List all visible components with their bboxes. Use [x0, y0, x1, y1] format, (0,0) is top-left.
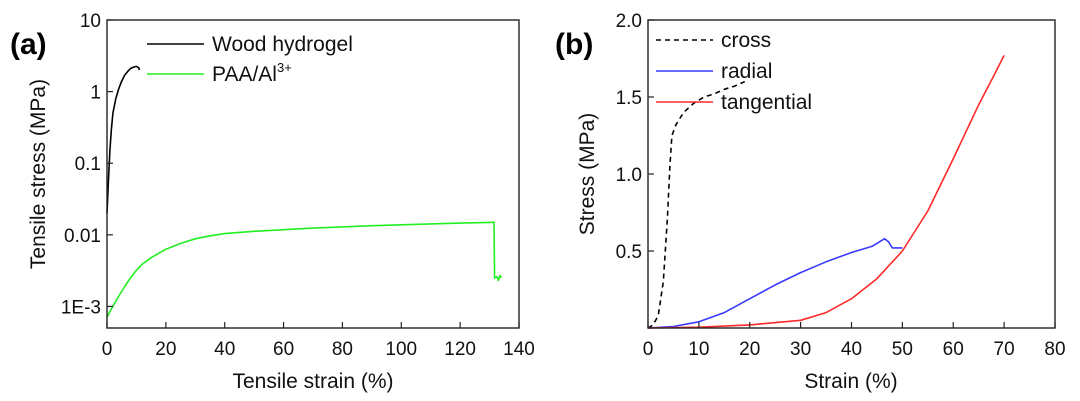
y-tick-label: 1.0 [616, 165, 642, 186]
panel-a-y-axis-label: Tensile stress (MPa) [27, 79, 50, 269]
y-tick-label: 10 [80, 11, 101, 32]
legend-label-paa-al-superscript: 3+ [277, 60, 292, 75]
panel-a-x-axis-label: Tensile strain (%) [232, 370, 393, 393]
panel-a-legend: Wood hydrogel PAA/Al3+ [147, 33, 353, 86]
panel-a: (a) 0 20 40 60 80 100 120 140 10 1 0.1 0.01 1E-3 Te… [10, 11, 535, 393]
series-line-paa-al [106, 221, 502, 318]
y-tick-label: 1.5 [616, 88, 642, 109]
x-tick-label: 70 [994, 339, 1015, 360]
x-tick-label: 20 [155, 339, 176, 360]
legend-label-tangential: tangential [721, 91, 812, 114]
legend-label-cross: cross [721, 29, 771, 52]
panel-a-series-group [106, 65, 502, 318]
y-tick-label: 0.01 [64, 226, 101, 247]
legend-label-paa-al-base: PAA/Al [212, 63, 277, 86]
panel-b-label: (b) [555, 28, 593, 61]
y-tick-label: 1 [90, 83, 101, 104]
panel-b-y-ticks: 0.5 1.0 1.5 2.0 [616, 11, 654, 263]
panel-b-legend: cross radial tangential [656, 29, 812, 114]
panel-a-label: (a) [10, 28, 47, 61]
x-tick-label: 0 [102, 339, 113, 360]
x-tick-label: 60 [943, 339, 964, 360]
panel-b-x-ticks: 0 10 20 30 40 50 60 70 80 [643, 322, 1066, 360]
y-tick-label: 1E-3 [61, 297, 101, 318]
x-tick-label: 40 [841, 339, 862, 360]
x-tick-label: 60 [273, 339, 294, 360]
legend-label-paa-al: PAA/Al3+ [212, 60, 292, 86]
y-tick-label: 0.1 [75, 154, 101, 175]
x-tick-label: 30 [790, 339, 811, 360]
x-tick-label: 140 [503, 339, 535, 360]
x-tick-label: 100 [385, 339, 417, 360]
y-tick-label: 2.0 [616, 11, 642, 32]
y-tick-label: 0.5 [616, 242, 642, 263]
x-tick-label: 10 [688, 339, 709, 360]
panel-b-y-axis-label: Stress (MPa) [576, 113, 599, 236]
legend-label-wood-hydrogel: Wood hydrogel [212, 33, 353, 56]
series-line-cross [647, 80, 746, 329]
x-tick-label: 50 [892, 339, 913, 360]
x-tick-label: 80 [1044, 339, 1065, 360]
series-line-radial [647, 237, 903, 329]
x-tick-label: 80 [332, 339, 353, 360]
panel-a-x-ticks: 0 20 40 60 80 100 120 140 [102, 322, 535, 360]
panel-b: (b) 0 10 20 30 40 50 60 70 80 0.5 1.0 1.5 2.0 Strai… [555, 11, 1066, 393]
legend-label-radial: radial [721, 60, 772, 83]
x-tick-label: 120 [444, 339, 476, 360]
x-tick-label: 0 [643, 339, 654, 360]
x-tick-label: 20 [739, 339, 760, 360]
series-line-tangential [647, 55, 1005, 329]
panel-b-series-group [647, 55, 1005, 329]
series-line-wood-hydrogel [106, 65, 141, 214]
panel-a-plot-frame [106, 19, 520, 329]
x-tick-label: 40 [214, 339, 235, 360]
panel-b-x-axis-label: Strain (%) [804, 370, 897, 393]
panel-a-y-ticks: 10 1 0.1 0.01 1E-3 [61, 11, 113, 318]
panel-b-plot-frame [647, 19, 1056, 329]
